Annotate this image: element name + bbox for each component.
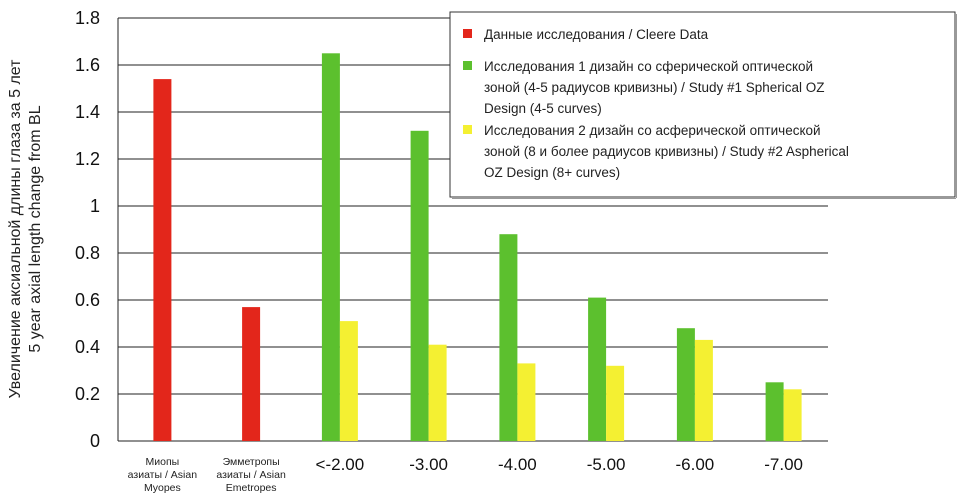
y-tick-label: 1.6 bbox=[75, 55, 100, 75]
x-tick-label: азиаты / Asian bbox=[216, 469, 286, 481]
x-tick-label: -3.00 bbox=[409, 455, 448, 474]
y-axis-label: 5 year axial length change from BL bbox=[27, 105, 44, 352]
legend-swatch-series2 bbox=[463, 61, 472, 70]
legend-box bbox=[449, 11, 956, 198]
x-tick-label: -4.00 bbox=[498, 455, 537, 474]
legend-label: OZ Design (8+ curves) bbox=[484, 165, 620, 180]
bar-series3-cat4 bbox=[428, 344, 447, 441]
x-tick-label: <-2.00 bbox=[316, 455, 365, 474]
bar-series3-cat5 bbox=[517, 363, 536, 441]
legend-label: Исследования 1 дизайн со сферической опт… bbox=[484, 59, 813, 74]
bar-series2-cat5 bbox=[499, 234, 518, 441]
x-tick-label: Эмметропы bbox=[223, 456, 280, 468]
bar-series3-cat8 bbox=[783, 389, 802, 441]
y-tick-label: 0.8 bbox=[75, 243, 100, 263]
legend-label: Данные исследования / Cleere Data bbox=[484, 27, 709, 42]
x-tick-label: азиаты / Asian bbox=[128, 469, 198, 481]
x-tick-label: Myopes bbox=[144, 482, 181, 494]
x-tick-label: Миопы bbox=[146, 456, 180, 468]
y-tick-label: 0.4 bbox=[75, 337, 100, 357]
y-tick-label: 0.6 bbox=[75, 290, 100, 310]
legend-swatch-series3 bbox=[463, 125, 472, 134]
bar-series2-cat8 bbox=[765, 382, 784, 442]
bar-series3-cat6 bbox=[606, 365, 625, 441]
bar-series2-cat3 bbox=[321, 53, 340, 442]
legend-label: зоной (8 и более радиусов кривизны) / St… bbox=[484, 144, 849, 159]
y-tick-label: 1.2 bbox=[75, 149, 100, 169]
bar-series3-cat3 bbox=[339, 321, 358, 441]
bar-series2-cat7 bbox=[676, 328, 695, 441]
bar-series2-cat6 bbox=[588, 297, 607, 441]
y-tick-label: 1.8 bbox=[75, 8, 100, 28]
bar-series2-cat4 bbox=[410, 130, 429, 442]
y-tick-label: 1.4 bbox=[75, 102, 100, 122]
x-tick-label: -5.00 bbox=[587, 455, 626, 474]
y-axis-label: Увеличение аксиальной длины глаза за 5 л… bbox=[7, 59, 24, 399]
x-tick-label: Emetropes bbox=[226, 482, 277, 494]
x-tick-label: -6.00 bbox=[676, 455, 715, 474]
legend-label: Исследования 2 дизайн со асферической оп… bbox=[484, 123, 821, 138]
bar-series3-cat7 bbox=[694, 339, 713, 441]
legend-swatch-series1 bbox=[463, 29, 472, 38]
x-tick-label: -7.00 bbox=[764, 455, 803, 474]
y-tick-label: 0 bbox=[90, 431, 100, 451]
bar-series1-cat2 bbox=[242, 307, 261, 441]
y-tick-label: 1 bbox=[90, 196, 100, 216]
legend-label: Design (4-5 curves) bbox=[484, 101, 602, 116]
y-tick-label: 0.2 bbox=[75, 384, 100, 404]
legend-label: зоной (4-5 радиусов кривизны) / Study #1… bbox=[484, 80, 825, 95]
bar-series1-cat1 bbox=[153, 79, 172, 441]
